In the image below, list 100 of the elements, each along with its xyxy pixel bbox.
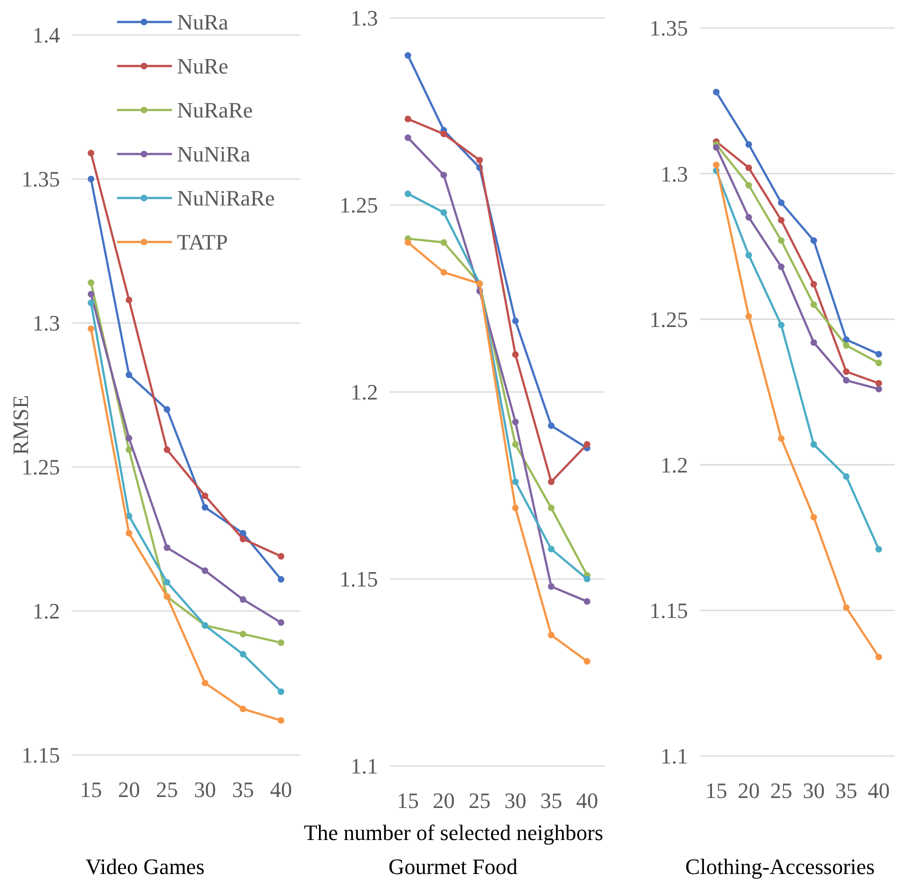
point (778, 199, 785, 206)
x-tick-label: 40 (868, 778, 890, 803)
point (875, 360, 882, 366)
y-tick-label: 1.2 (32, 598, 60, 624)
point (202, 680, 208, 686)
point (440, 239, 448, 246)
x-tick-label: 20 (432, 788, 455, 813)
point (745, 164, 752, 172)
point (842, 377, 850, 384)
point (548, 632, 555, 638)
point (126, 530, 132, 537)
legend-label: NuNiRa (177, 142, 251, 167)
point (126, 372, 132, 378)
y-tick-label: 1.1 (350, 754, 378, 779)
point (875, 654, 882, 660)
point (745, 182, 752, 189)
y-tick-label: 1.35 (22, 166, 60, 192)
point (584, 658, 590, 665)
point (842, 342, 850, 349)
x-tick-label: 20 (118, 777, 140, 802)
legend-label: NuRe (177, 54, 228, 79)
point (512, 504, 519, 512)
text: Clothing-Accessories (685, 854, 875, 879)
y-tick-label: 1.15 (22, 742, 60, 768)
point (712, 162, 720, 168)
y-tick-label: 1.15 (340, 566, 378, 592)
point (745, 312, 752, 320)
point (810, 301, 818, 308)
point (404, 116, 412, 122)
legend-label: NuRaRe (177, 98, 253, 123)
point (126, 434, 132, 442)
point (240, 530, 246, 537)
point (584, 598, 590, 605)
point (278, 552, 284, 560)
point (712, 88, 720, 96)
point (440, 209, 448, 216)
point (745, 214, 752, 221)
x-tick-label: 40 (270, 777, 292, 802)
point (584, 576, 590, 582)
point (240, 650, 246, 658)
x-tick-label: 25 (770, 778, 792, 803)
point (875, 380, 882, 387)
point (548, 422, 555, 429)
point (778, 322, 785, 328)
y-tick-label: 1.4 (32, 22, 60, 48)
point (164, 406, 170, 413)
y-tick-label: 1.15 (650, 598, 688, 624)
point (548, 478, 555, 486)
point (404, 239, 412, 246)
point (810, 441, 818, 448)
point (875, 546, 882, 553)
point (278, 639, 284, 646)
point (810, 339, 818, 346)
y-tick-label: 1.2 (350, 380, 378, 405)
x-tick-label: 25 (468, 788, 491, 813)
x-tick-label: 15 (396, 788, 419, 813)
point (240, 596, 246, 603)
legend-label: NuNiRaRe (177, 186, 275, 211)
point (404, 52, 412, 59)
point (842, 368, 850, 375)
x-tick-label: 20 (738, 778, 760, 803)
point (778, 263, 785, 270)
point (875, 386, 882, 392)
y-tick-label: 1.3 (32, 310, 60, 336)
point (512, 478, 519, 486)
point (202, 567, 208, 574)
point (240, 630, 246, 638)
point (440, 172, 448, 178)
point (745, 141, 752, 148)
point (164, 544, 170, 551)
point (278, 619, 284, 626)
point (126, 296, 132, 304)
point (278, 576, 284, 583)
point (88, 325, 94, 332)
point (548, 583, 555, 590)
point (778, 216, 785, 224)
point (88, 279, 94, 286)
point (778, 237, 785, 244)
y-tick-label: 1.25 (650, 306, 688, 332)
point (512, 351, 519, 358)
point (548, 546, 555, 552)
point (548, 504, 555, 512)
point (842, 604, 850, 611)
text: Gourmet Food (388, 854, 518, 879)
point (126, 446, 132, 454)
x-tick-label: 40 (576, 788, 598, 813)
point (512, 441, 519, 448)
x-tick-label: 25 (156, 777, 178, 802)
x-tick-label: 15 (80, 777, 102, 802)
point (202, 504, 208, 511)
point (440, 130, 448, 138)
point (404, 190, 412, 198)
x-tick-label: 35 (540, 788, 562, 813)
y-tick-label: 1.25 (22, 454, 60, 480)
x-tick-label: 30 (194, 777, 216, 802)
y-tick-label: 1.3 (350, 6, 378, 31)
point (778, 435, 785, 442)
point (584, 441, 590, 448)
point (164, 578, 170, 586)
point (202, 492, 208, 500)
